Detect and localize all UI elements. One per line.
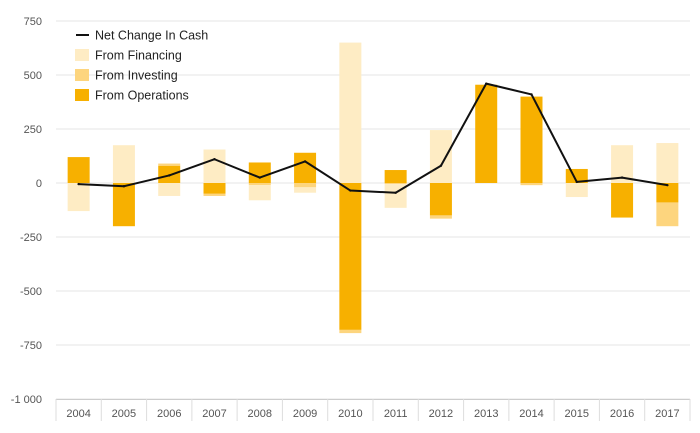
net-change-point-2010: [349, 189, 352, 192]
legend-swatch-from-operations: [75, 89, 89, 101]
bar-from-investing-2008: [248, 183, 271, 186]
bar-from-investing-2011: [384, 183, 407, 185]
bar-from-operations-2011: [384, 170, 407, 183]
bar-from-financing-2006: [158, 183, 181, 196]
legend-swatch-from-investing: [75, 69, 89, 81]
x-tick-label: 2007: [202, 408, 226, 420]
bar-from-investing-2010: [339, 329, 362, 334]
y-tick-label: -500: [20, 286, 42, 298]
net-change-point-2013: [485, 82, 488, 85]
bar-from-financing-2010: [339, 42, 362, 183]
bar-from-operations-2013: [475, 84, 498, 183]
legend-label-net-change-in-cash: Net Change In Cash: [95, 29, 208, 43]
bar-from-financing-2017: [656, 143, 679, 183]
net-change-line: [78, 82, 668, 194]
y-tick-label: -250: [20, 232, 42, 244]
x-tick-label: 2014: [519, 408, 543, 420]
x-tick-label: 2008: [248, 408, 272, 420]
bar-from-operations-2016: [611, 183, 634, 218]
x-tick-label: 2017: [655, 408, 679, 420]
net-change-point-2014: [530, 93, 533, 96]
bar-from-operations-2005: [112, 183, 135, 227]
bar-from-operations-2010: [339, 183, 362, 330]
bar-from-investing-2009: [294, 183, 317, 188]
net-change-point-2007: [213, 158, 216, 161]
bar-from-financing-2012: [429, 130, 452, 183]
net-change-point-2017: [666, 183, 669, 187]
x-tick-label: 2012: [429, 408, 453, 420]
net-change-point-2006: [168, 174, 171, 177]
bar-from-investing-2012: [429, 215, 452, 219]
y-tick-label: -1 000: [11, 394, 42, 406]
legend-label-from-operations: From Operations: [95, 89, 189, 103]
axes: 750 500 250 0 -250 -500 -750 -1 000 2004 2005 2006…: [11, 16, 691, 421]
net-change-point-2005: [122, 185, 126, 188]
x-tick-label: 2013: [474, 408, 498, 420]
x-tick-label: 2016: [610, 408, 634, 420]
bar-from-financing-2007: [203, 149, 226, 183]
bar-from-financing-2016: [611, 145, 634, 183]
x-tick-label: 2011: [384, 408, 408, 420]
bar-from-investing-2006: [158, 163, 181, 166]
legend-label-from-investing: From Investing: [95, 69, 178, 83]
net-change-point-2015: [575, 180, 578, 184]
net-change-line-group: [77, 82, 669, 194]
bar-from-operations-2014: [520, 96, 543, 183]
x-tick-label: 2005: [112, 408, 136, 420]
bars: [67, 42, 679, 334]
bar-from-operations-2007: [203, 183, 226, 194]
net-change-point-2011: [394, 191, 397, 194]
legend-label-from-financing: From Financing: [95, 49, 182, 63]
bar-from-financing-2004: [67, 183, 90, 212]
y-tick-label: 0: [36, 178, 42, 190]
net-change-point-2009: [303, 160, 307, 163]
bar-from-operations-2008: [248, 162, 271, 183]
bar-from-financing-2009: [294, 187, 317, 193]
net-change-point-2008: [258, 176, 261, 179]
bar-from-operations-2017: [656, 183, 679, 203]
net-change-point-2012: [439, 164, 443, 167]
net-change-point-2004: [77, 182, 80, 186]
bar-from-operations-2012: [429, 183, 452, 216]
y-tick-label: 750: [24, 16, 42, 28]
legend: Net Change In Cash From Financing From Inv…: [75, 29, 208, 103]
bar-from-investing-2007: [203, 193, 226, 196]
x-tick-label: 2015: [565, 408, 589, 420]
net-change-point-2016: [620, 176, 624, 179]
x-tick-label: 2010: [338, 408, 362, 420]
bar-from-operations-2004: [67, 157, 90, 183]
x-tick-label: 2004: [66, 408, 90, 420]
legend-swatch-from-financing: [75, 49, 89, 61]
x-tick-label: 2009: [293, 408, 317, 420]
bar-from-investing-2017: [656, 202, 679, 227]
y-tick-label: -750: [20, 340, 42, 352]
x-tick-label: 2006: [157, 408, 181, 420]
bar-from-financing-2015: [565, 183, 588, 198]
bar-from-financing-2005: [112, 145, 135, 183]
bar-from-operations-2009: [294, 152, 317, 183]
bar-from-financing-2008: [248, 185, 271, 201]
bar-from-investing-2014: [520, 183, 543, 186]
y-tick-label: 250: [24, 124, 42, 136]
y-tick-label: 500: [24, 70, 42, 82]
